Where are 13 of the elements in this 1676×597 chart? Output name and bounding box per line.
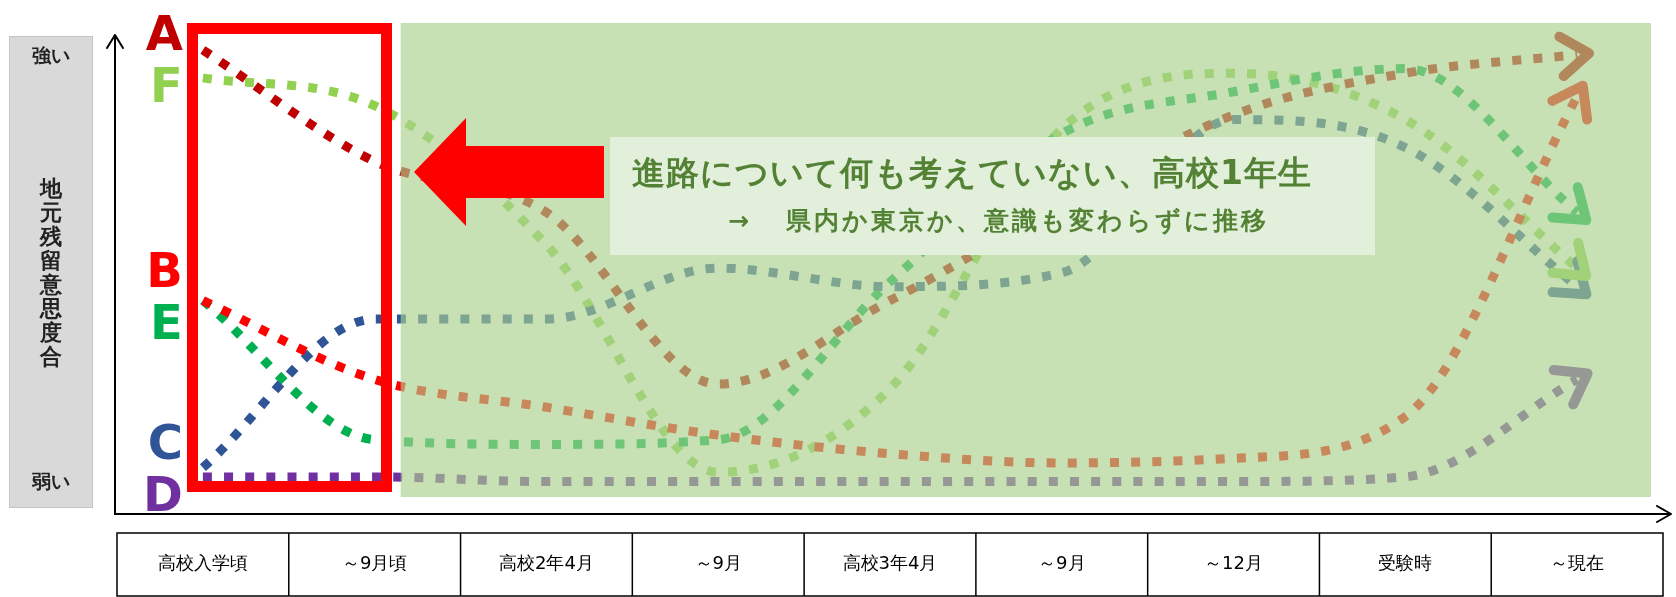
x-tick-label: 高校3年4月 [842,552,938,574]
x-tick-label: 高校2年4月 [498,552,594,574]
x-tick-label: 受験時 [1378,552,1433,574]
x-tick-label: ～9月 [1038,552,1086,574]
annotation: → 県内か東京か、意識も変わらずに推移 [728,205,1269,237]
x-tick-label: ～12月 [1204,552,1264,574]
x-tick-label: 高校入学頃 [157,552,248,574]
y-axis-title: 地元残留意思度合 [39,176,63,369]
callout-box: 進路について何も考えていない、高校1年生 → 県内か東京か、意識も変わらずに推移 [610,137,1375,255]
annotation: 進路について何も考えていない、高校1年生 [632,152,1312,194]
x-tick-label: ～9月 [694,552,742,574]
x-tick-label: ～9月頃 [341,552,408,574]
x-tick-label: ～現在 [1550,552,1605,574]
